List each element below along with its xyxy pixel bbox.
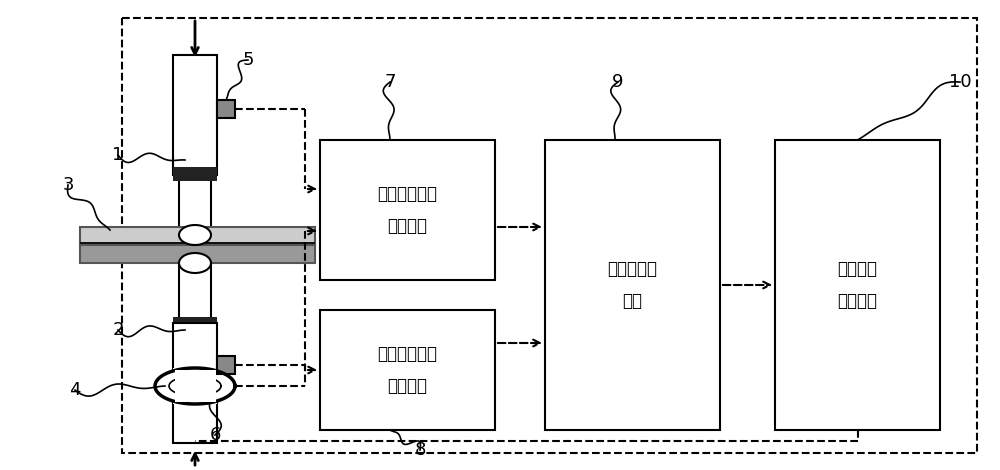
Bar (175, 370, 216, 402)
Text: 9: 9 (612, 73, 624, 91)
Bar (320, 140, 495, 280)
Text: 焊接过程信号
采集模块: 焊接过程信号 采集模块 (378, 185, 438, 235)
Bar (80, 242, 315, 248)
Text: 焊接电流
控制模块: 焊接电流 控制模块 (838, 260, 878, 310)
Bar (173, 368, 217, 404)
Bar (320, 310, 495, 430)
Ellipse shape (179, 253, 211, 273)
Bar (179, 175, 211, 235)
Bar (545, 140, 720, 430)
Text: 焊接电流信号
采集模块: 焊接电流信号 采集模块 (378, 345, 438, 395)
Bar (173, 317, 217, 331)
Bar (80, 245, 315, 263)
Text: 10: 10 (949, 73, 971, 91)
Text: 6: 6 (209, 426, 221, 444)
Text: 4: 4 (69, 381, 81, 399)
Bar (179, 263, 211, 323)
Text: 8: 8 (414, 441, 426, 459)
Text: 2: 2 (112, 321, 124, 339)
Bar (80, 227, 315, 245)
Bar (173, 55, 217, 175)
Text: 分析和统计
模块: 分析和统计 模块 (608, 260, 658, 310)
Bar (217, 356, 235, 374)
Bar (173, 323, 217, 443)
Text: 1: 1 (112, 146, 124, 164)
Ellipse shape (179, 225, 211, 245)
Bar (775, 140, 940, 430)
Bar (173, 167, 217, 181)
Text: 3: 3 (62, 176, 74, 194)
Bar (122, 18, 977, 453)
Text: 5: 5 (242, 51, 254, 69)
Text: 7: 7 (384, 73, 396, 91)
Bar (217, 100, 235, 118)
Ellipse shape (155, 368, 235, 404)
